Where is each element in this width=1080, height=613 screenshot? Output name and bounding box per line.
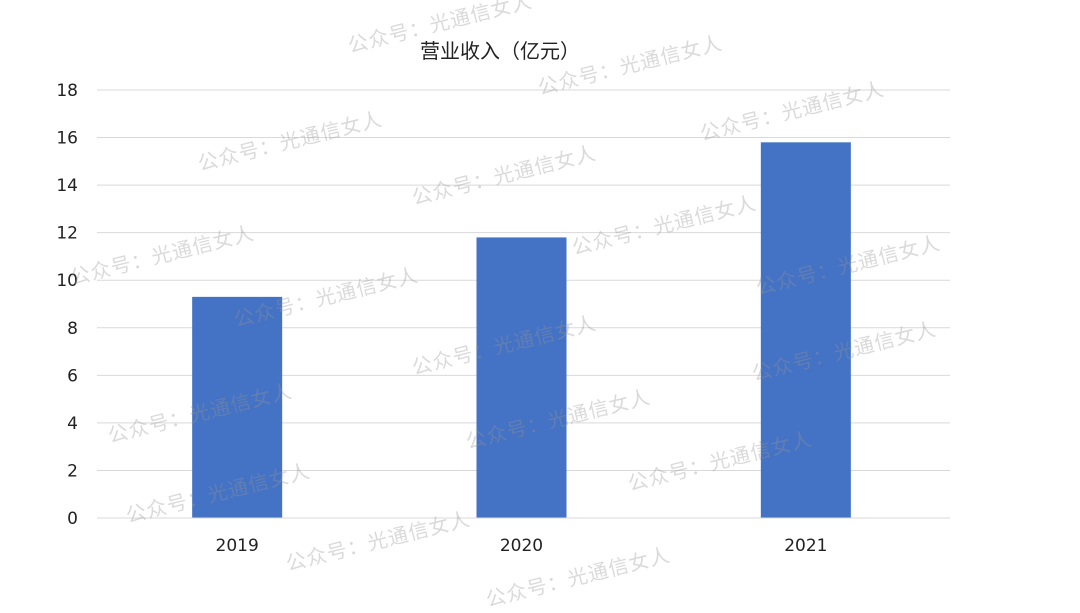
y-tick-label: 4 xyxy=(67,414,78,434)
bars xyxy=(192,142,851,519)
y-tick-label: 14 xyxy=(56,176,78,196)
x-axis-ticks: 2019 2020 2021 xyxy=(216,536,828,556)
y-tick-label: 8 xyxy=(67,319,78,339)
x-tick-label: 2019 xyxy=(216,536,259,556)
y-tick-label: 12 xyxy=(56,224,78,244)
y-tick-label: 16 xyxy=(56,129,78,149)
bar-2019 xyxy=(192,296,283,518)
y-tick-label: 0 xyxy=(67,509,78,529)
y-axis-ticks: 0 2 4 6 8 10 12 14 16 18 xyxy=(56,81,78,529)
y-tick-label: 18 xyxy=(56,81,78,101)
bar-2021 xyxy=(760,142,851,519)
x-tick-label: 2021 xyxy=(784,536,827,556)
y-tick-label: 2 xyxy=(67,461,78,481)
chart-title: 营业收入（亿元） xyxy=(420,39,580,63)
x-tick-label: 2020 xyxy=(500,536,543,556)
y-tick-label: 10 xyxy=(56,271,78,291)
y-tick-label: 6 xyxy=(67,366,78,386)
bar-2020 xyxy=(476,237,567,518)
